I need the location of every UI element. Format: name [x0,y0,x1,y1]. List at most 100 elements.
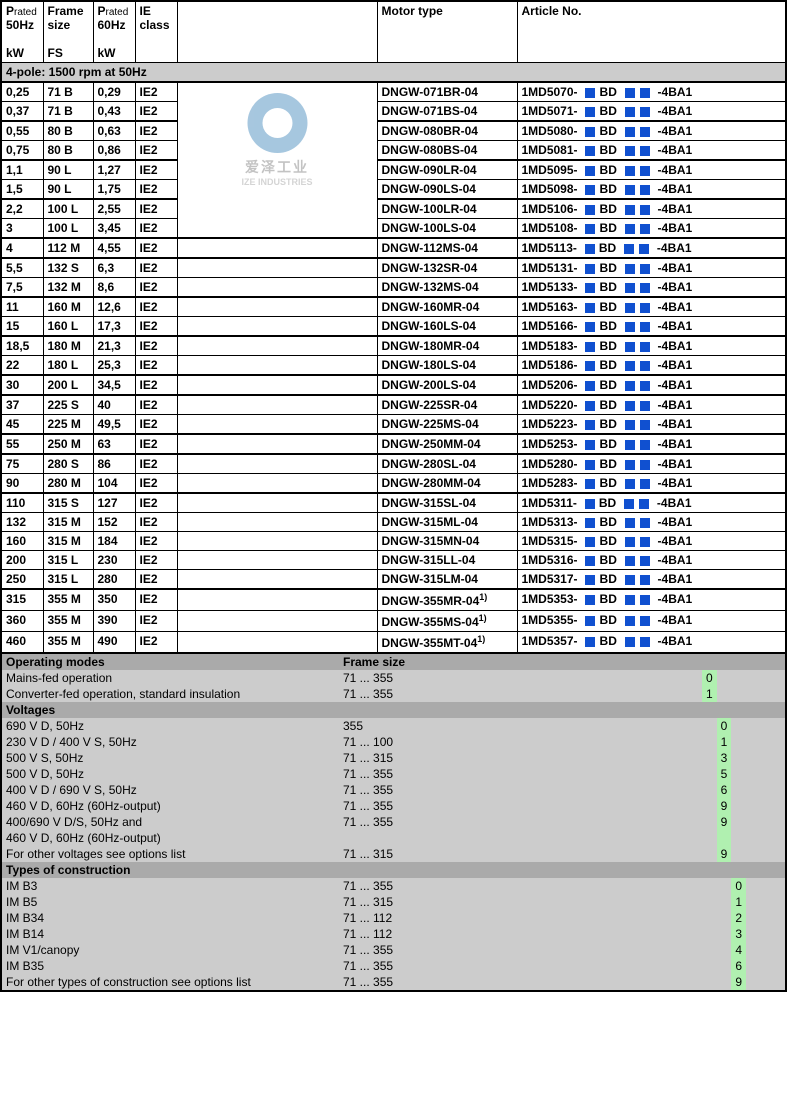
opt-code-blank [702,974,717,991]
options-row: For other types of construction see opti… [1,974,786,991]
placeholder-icon [640,127,650,137]
cell-fs: 355 M [43,589,93,611]
cell-fs: 180 M [43,336,93,356]
opt-label: Voltages [1,702,339,718]
options-row: 460 V D, 60Hz (60Hz-output) [1,830,786,846]
table-row: 4112 M4,55IE2DNGW-112MS-041MD5113- BD -4… [1,238,786,258]
cell-article: 1MD5070- BD -4BA1 [517,82,786,102]
opt-code-blank [702,750,717,766]
placeholder-icon [585,616,595,626]
cell-ie: IE2 [135,356,177,376]
cell-fs: 280 S [43,454,93,474]
cell-motor: DNGW-315MN-04 [377,532,517,551]
opt-label: 230 V D / 400 V S, 50Hz [1,734,339,750]
table-row: 1,190 L1,27IE2DNGW-090LR-041MD5095- BD -… [1,160,786,180]
cell-ie: IE2 [135,258,177,278]
placeholder-icon [640,479,650,489]
placeholder-icon [640,616,650,626]
cell-motor: DNGW-315ML-04 [377,513,517,532]
placeholder-icon [640,401,650,411]
opt-code: 0 [731,878,746,894]
cell-blank [177,336,377,356]
placeholder-icon [585,303,595,313]
opt-code-blank [702,798,717,814]
placeholder-icon [585,460,595,470]
cell-motor: DNGW-160LS-04 [377,317,517,337]
cell-p50: 11 [1,297,43,317]
options-row: 460 V D, 60Hz (60Hz-output)71 ... 3559 [1,798,786,814]
cell-p60: 230 [93,551,135,570]
options-row: 500 V D, 50Hz71 ... 3555 [1,766,786,782]
cell-motor: DNGW-225SR-04 [377,395,517,415]
opt-code-blank [702,830,717,846]
options-header: Operating modesFrame size [1,654,786,670]
opt-label: IM B35 [1,958,339,974]
options-row: For other voltages see options list71 ..… [1,846,786,862]
cell-p50: 15 [1,317,43,337]
cell-p50: 132 [1,513,43,532]
placeholder-icon [585,440,595,450]
opt-code: 5 [717,766,732,782]
placeholder-icon [585,166,595,176]
placeholder-icon [640,460,650,470]
placeholder-icon [625,556,635,566]
cell-motor: DNGW-071BR-04 [377,82,517,102]
cell-p50: 30 [1,375,43,395]
opt-code-blank [702,734,717,750]
cell-article: 1MD5106- BD -4BA1 [517,199,786,219]
opt-code-blank [717,974,732,991]
table-row: 360355 M390IE2DNGW-355MS-041)1MD5355- BD… [1,611,786,632]
opt-code-blank [717,942,732,958]
cell-article: 1MD5080- BD -4BA1 [517,121,786,141]
cell-article: 1MD5095- BD -4BA1 [517,160,786,180]
opt-fs: 71 ... 355 [339,814,702,830]
placeholder-icon [625,440,635,450]
cell-blank [177,238,377,258]
cell-motor: DNGW-160MR-04 [377,297,517,317]
placeholder-icon [585,575,595,585]
placeholder-icon [625,479,635,489]
cell-fs: 355 M [43,632,93,654]
cell-motor: DNGW-180MR-04 [377,336,517,356]
cell-fs: 180 L [43,356,93,376]
cell-p50: 2,2 [1,199,43,219]
cell-fs: 132 S [43,258,93,278]
placeholder-icon [585,420,595,430]
placeholder-icon [640,264,650,274]
opt-code-blank [702,958,717,974]
table-row: 200315 L230IE2DNGW-315LL-041MD5316- BD -… [1,551,786,570]
cell-ie: IE2 [135,611,177,632]
placeholder-icon [585,401,595,411]
options-row: 400 V D / 690 V S, 50Hz71 ... 3556 [1,782,786,798]
header-row: Prated50HzkW FramesizeFS Prated60HzkW IE… [1,1,786,63]
cell-motor: DNGW-071BS-04 [377,102,517,122]
table-row: 75280 S86IE2DNGW-280SL-041MD5280- BD -4B… [1,454,786,474]
opt-code-blank [702,926,717,942]
placeholder-icon [640,88,650,98]
opt-code-blank [702,846,717,862]
cell-p60: 4,55 [93,238,135,258]
table-row: 0,2571 B0,29IE2爱泽工业IZE INDUSTRIESDNGW-07… [1,82,786,102]
cell-motor: DNGW-280SL-04 [377,454,517,474]
cell-p60: 2,55 [93,199,135,219]
cell-article: 1MD5317- BD -4BA1 [517,570,786,590]
opt-label: IM V1/canopy [1,942,339,958]
cell-p50: 1,1 [1,160,43,180]
cell-ie: IE2 [135,102,177,122]
opt-label: Types of construction [1,862,339,878]
cell-p50: 0,25 [1,82,43,102]
cell-p50: 160 [1,532,43,551]
opt-code-blank [702,942,717,958]
placeholder-icon [640,205,650,215]
cell-p60: 21,3 [93,336,135,356]
cell-fs: 355 M [43,611,93,632]
cell-motor: DNGW-315LL-04 [377,551,517,570]
opt-fs [339,830,702,846]
placeholder-icon [585,342,595,352]
section-header: 4-pole: 1500 rpm at 50Hz [1,63,786,83]
placeholder-icon [625,575,635,585]
opt-label: IM B3 [1,878,339,894]
opt-code: 1 [717,734,732,750]
cell-p60: 0,86 [93,141,135,161]
cell-p60: 49,5 [93,415,135,435]
